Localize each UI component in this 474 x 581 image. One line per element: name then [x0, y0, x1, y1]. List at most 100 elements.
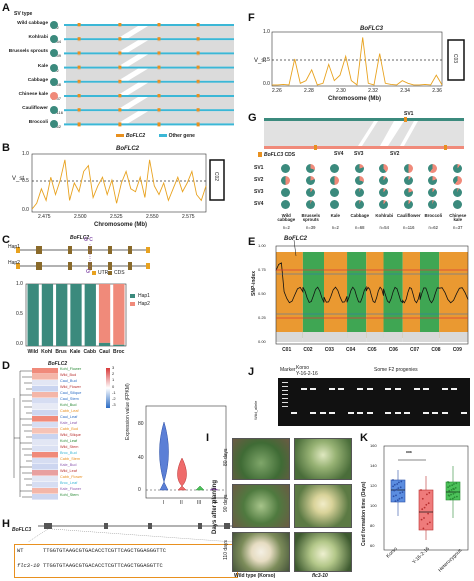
- wt-sequence: TTGGTGTAAGCGTGACACCTCGTTCAGCTGGAGGGTTC: [43, 548, 166, 554]
- band-lower: [394, 412, 401, 415]
- k-ytick: 140: [370, 463, 377, 468]
- k-point: [392, 495, 395, 498]
- col-mut: flc3-10: [312, 573, 328, 579]
- snp-base: [347, 332, 367, 342]
- group-name: Cauliflower: [396, 213, 421, 218]
- heat-label: Kale_Bud: [60, 463, 77, 467]
- heat-cell: [32, 392, 58, 398]
- violin-xtick-ii: II: [180, 500, 183, 506]
- boflc2-mark: [118, 37, 122, 42]
- snp-chrom-block: [276, 252, 303, 338]
- k-point: [449, 498, 452, 501]
- box-het: [445, 481, 461, 501]
- panel-c-gene: BoFLC2: [70, 235, 90, 241]
- group-n: n=62: [428, 225, 438, 230]
- bar-label: Cabb: [83, 349, 97, 355]
- band-upper: [413, 388, 420, 391]
- violin-i: [159, 421, 169, 491]
- k-point: [450, 489, 453, 491]
- sv-pie: [281, 164, 290, 173]
- chrom-bar: [64, 38, 234, 41]
- k-point: [452, 493, 455, 495]
- sv-pie: [281, 188, 290, 197]
- boflc2-mark: [77, 79, 81, 84]
- bar-hap2: [98, 284, 111, 343]
- group-n: n=68: [355, 225, 365, 230]
- bar-hap1: [56, 284, 68, 346]
- heat-label: Cabb_Stem: [60, 457, 81, 461]
- band-lower: [329, 412, 335, 415]
- k-point: [394, 500, 397, 502]
- snp-chrom-block: [420, 252, 440, 338]
- boflc2-mark: [77, 23, 81, 27]
- sv-pie: [305, 176, 315, 185]
- scale-tick: -1: [112, 389, 116, 395]
- k-point: [448, 489, 451, 492]
- k-point: [453, 483, 455, 485]
- sv-pie: [330, 188, 339, 197]
- violin-ytick-0: 0: [138, 487, 141, 493]
- photo-mut-80: [294, 438, 352, 480]
- xtick-b-4: 2.550: [146, 214, 159, 220]
- panel-f: BoFLC3 V_st C03 1.0 0.5 0.0 2.26 2.28 2.30…: [254, 16, 472, 102]
- sv-row-n: n=116: [52, 110, 63, 116]
- band-lower: [460, 412, 467, 415]
- boflc2-mark: [196, 94, 200, 98]
- sv-pie: [403, 188, 413, 197]
- panel-label-d: D: [2, 360, 10, 372]
- bar-hap1: [98, 342, 111, 346]
- snp-bottom: G: [86, 269, 90, 275]
- k-point: [451, 497, 454, 500]
- synteny-gap: [118, 111, 148, 124]
- boflc2-mark: [157, 37, 161, 42]
- k-point: [428, 491, 431, 494]
- band-lower: [404, 412, 411, 415]
- sv-row-name: Chinese kale: [18, 92, 48, 97]
- boflc2-mark: [196, 79, 200, 84]
- sv4-top: SV4: [334, 151, 344, 157]
- photo-wt-90: [232, 484, 290, 528]
- heat-label: Wild_Flower: [60, 385, 81, 389]
- panel-label-f: F: [248, 12, 255, 24]
- heatmap-and-violin: [13, 368, 227, 500]
- row-90: 90 days: [223, 494, 229, 512]
- heat-cell: [32, 494, 58, 500]
- heat-label: Kohl_Flower: [60, 367, 82, 371]
- k-point: [397, 487, 400, 489]
- heat-cell: [32, 386, 58, 392]
- bar-label: Kale: [69, 349, 81, 355]
- sv-row-pie: [50, 21, 58, 29]
- panel-label-a: A: [2, 2, 10, 14]
- panel-label-i: I: [206, 432, 210, 444]
- bar-hap1: [84, 284, 96, 346]
- snp-base: [439, 332, 468, 342]
- boflc2-mark: [196, 65, 200, 70]
- sv-pie: [305, 200, 315, 209]
- k-point: [398, 497, 401, 500]
- snp-chrom-block: [439, 252, 468, 338]
- heat-label: Kohl_Bud: [60, 403, 77, 407]
- synteny-band: [66, 111, 234, 124]
- boflc2-mark: [157, 108, 161, 113]
- k-point: [398, 481, 400, 484]
- boflc2-mark: [157, 23, 161, 27]
- heat-cell: [32, 452, 58, 458]
- color-scale: [106, 368, 110, 408]
- snp-chrom-label: C06: [388, 347, 398, 353]
- gene-structure: [16, 244, 150, 275]
- k-ytick: 120: [370, 483, 377, 488]
- bar-label: Wild: [27, 349, 39, 355]
- scale-tick: -3: [112, 402, 116, 408]
- heat-cell: [32, 482, 58, 488]
- k-point: [420, 489, 422, 491]
- k-point: [427, 512, 429, 515]
- synteny-band: [66, 40, 234, 53]
- k-point: [395, 488, 398, 491]
- sv-pie: [305, 188, 315, 197]
- boflc2-mark: [77, 37, 81, 42]
- sv-row-name: Kohlrabi: [28, 35, 48, 41]
- group-n: n=54: [379, 225, 389, 230]
- band-lower: [347, 412, 354, 415]
- scale-tick: -2: [112, 396, 116, 401]
- panel-e-gene: BoFLC2: [284, 236, 307, 242]
